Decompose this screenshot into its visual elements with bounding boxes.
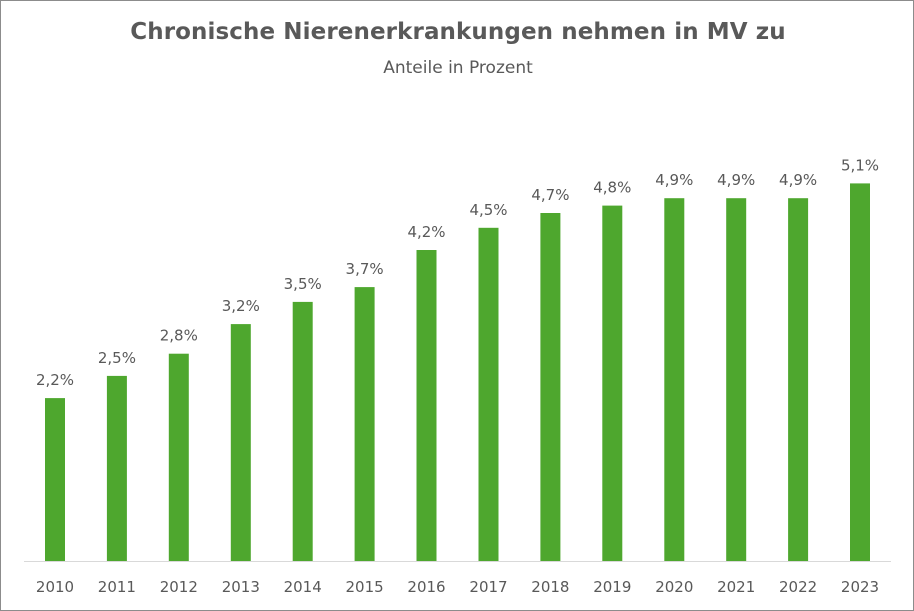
data-label-2016: 4,2% <box>407 223 445 241</box>
x-tick-label-2012: 2012 <box>160 578 198 596</box>
bar-2013 <box>230 324 251 561</box>
bar-2023 <box>850 183 870 561</box>
x-tick-label-2015: 2015 <box>346 578 384 596</box>
data-label-2020: 4,9% <box>655 171 693 189</box>
x-tick-label-2014: 2014 <box>284 578 322 596</box>
data-label-2023: 5,1% <box>841 156 879 174</box>
bar-2019 <box>602 205 623 561</box>
bar-2012 <box>168 353 189 561</box>
x-tick-label-2018: 2018 <box>531 578 569 596</box>
data-label-2012: 2,8% <box>160 327 198 345</box>
data-label-2010: 2,2% <box>36 371 74 389</box>
bar-2021 <box>726 198 747 561</box>
x-tick-label-2017: 2017 <box>469 578 507 596</box>
data-label-2014: 3,5% <box>284 275 322 293</box>
x-tick-label-2021: 2021 <box>717 578 755 596</box>
chart-subtitle: Anteile in Prozent <box>383 58 533 78</box>
bar-2022 <box>788 198 809 561</box>
data-label-2013: 3,2% <box>222 297 260 315</box>
x-tick-label-2023: 2023 <box>841 578 879 596</box>
x-tick-label-2013: 2013 <box>222 578 260 596</box>
bar-2010 <box>45 398 65 561</box>
bar-2014 <box>292 301 313 561</box>
bar-2015 <box>354 287 375 561</box>
bar-2016 <box>416 250 437 561</box>
data-label-2017: 4,5% <box>469 201 507 219</box>
x-tick-label-2022: 2022 <box>779 578 817 596</box>
bar-2011 <box>106 375 127 561</box>
x-tick-label-2020: 2020 <box>655 578 693 596</box>
x-tick-label-2019: 2019 <box>593 578 631 596</box>
bar-2018 <box>540 213 561 561</box>
x-tick-label-2011: 2011 <box>98 578 136 596</box>
x-tick-label-2016: 2016 <box>407 578 445 596</box>
data-label-2018: 4,7% <box>531 186 569 204</box>
data-label-2011: 2,5% <box>98 349 136 367</box>
data-label-2019: 4,8% <box>593 179 631 197</box>
bar-2017 <box>478 227 499 562</box>
data-label-2021: 4,9% <box>717 171 755 189</box>
bar-2020 <box>664 198 685 561</box>
x-tick-label-2010: 2010 <box>36 578 74 596</box>
data-label-2022: 4,9% <box>779 171 817 189</box>
chart-title: Chronische Nierenerkrankungen nehmen in … <box>130 19 786 45</box>
data-label-2015: 3,7% <box>346 260 384 278</box>
